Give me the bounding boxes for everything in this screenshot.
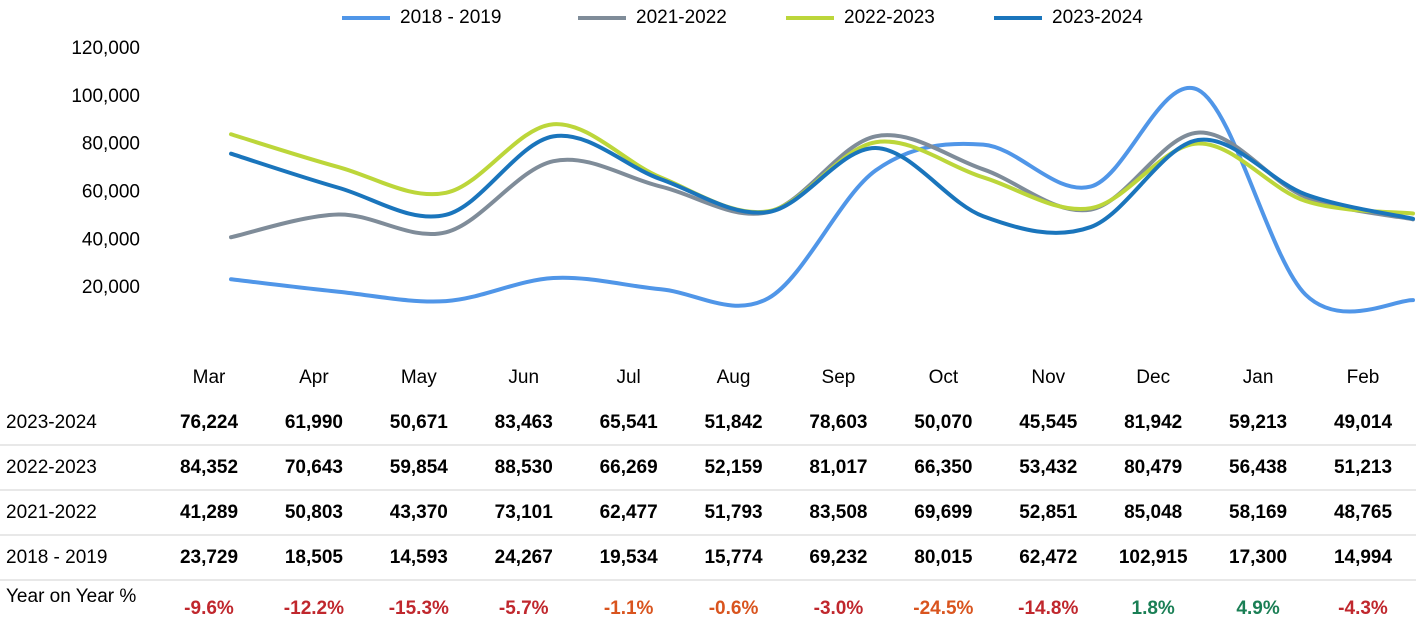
yoy-cell: 1.8% <box>1132 598 1175 619</box>
table-cell: 45,545 <box>1019 412 1078 433</box>
yoy-cell: -1.1% <box>604 598 654 619</box>
table-cell: 83,508 <box>809 502 867 523</box>
column-header: Sep <box>822 367 856 388</box>
table-cell: 51,793 <box>704 502 762 523</box>
table-cell: 65,541 <box>600 412 659 433</box>
table-cell: 70,643 <box>285 457 343 478</box>
table-cell: 61,990 <box>285 412 343 433</box>
yoy-cell: -0.6% <box>709 598 759 619</box>
row-label: 2021-2022 <box>6 502 97 523</box>
table-cell: 62,472 <box>1019 547 1077 568</box>
series-line <box>229 122 1415 216</box>
table-cell: 49,014 <box>1334 412 1393 433</box>
series-line <box>229 85 1415 314</box>
table-cell: 59,854 <box>390 457 449 478</box>
table-cell: 58,169 <box>1229 502 1287 523</box>
table-cell: 18,505 <box>285 547 344 568</box>
table-cell: 66,350 <box>914 457 972 478</box>
row-label: 2023-2024 <box>6 412 97 433</box>
table-cell: 59,213 <box>1229 412 1287 433</box>
table-cell: 52,851 <box>1019 502 1078 523</box>
table-cell: 15,774 <box>704 547 763 568</box>
plot <box>229 85 1415 314</box>
table-cell: 17,300 <box>1229 547 1287 568</box>
yoy-cell: -14.8% <box>1018 598 1078 619</box>
legend-label: 2021-2022 <box>636 7 727 28</box>
y-tick-label: 80,000 <box>82 134 140 155</box>
table-cell: 88,530 <box>495 457 553 478</box>
column-header: Jan <box>1243 367 1274 388</box>
row-label: 2022-2023 <box>6 457 97 478</box>
yoy-cell: 4.9% <box>1236 598 1279 619</box>
series-line <box>229 133 1415 235</box>
row-label-box: Year on Year % <box>6 586 137 607</box>
table-cell: 48,765 <box>1334 502 1393 523</box>
column-header: Mar <box>193 367 226 388</box>
y-tick-label: 60,000 <box>82 182 140 203</box>
table-cell: 51,213 <box>1334 457 1392 478</box>
table-cell: 53,432 <box>1019 457 1077 478</box>
yoy-cell: -5.7% <box>499 598 549 619</box>
table-cell: 62,477 <box>600 502 658 523</box>
legend-label: 2023-2024 <box>1052 7 1143 28</box>
table-cell: 14,593 <box>390 547 448 568</box>
row-label: Year on Year % <box>6 586 137 607</box>
column-header: Apr <box>299 367 329 388</box>
row-label: 2018 - 2019 <box>6 547 107 568</box>
legend-label: 2022-2023 <box>844 7 935 28</box>
y-tick-label: 120,000 <box>71 38 140 59</box>
y-tick-label: 20,000 <box>82 277 140 298</box>
column-header: Jul <box>616 367 640 388</box>
column-header: Nov <box>1031 367 1065 388</box>
table-cell: 50,803 <box>285 502 343 523</box>
table-cell: 52,159 <box>704 457 762 478</box>
table-cell: 51,842 <box>704 412 762 433</box>
column-header: Feb <box>1347 367 1380 388</box>
table-cell: 84,352 <box>180 457 238 478</box>
table-cell: 80,015 <box>914 547 973 568</box>
table-cell: 78,603 <box>809 412 867 433</box>
y-tick-label: 100,000 <box>71 86 140 107</box>
table-cell: 81,017 <box>809 457 867 478</box>
table-cell: 50,070 <box>914 412 972 433</box>
table-cell: 50,671 <box>390 412 449 433</box>
table-cell: 66,269 <box>600 457 658 478</box>
table-cell: 85,048 <box>1124 502 1182 523</box>
column-header: Jun <box>508 367 539 388</box>
table-cell: 41,289 <box>180 502 238 523</box>
legend-label: 2018 - 2019 <box>400 7 501 28</box>
table-cell: 43,370 <box>390 502 448 523</box>
y-tick-label: 40,000 <box>82 229 140 250</box>
table-cell: 69,699 <box>914 502 972 523</box>
table-cell: 23,729 <box>180 547 238 568</box>
column-header: Oct <box>929 367 959 388</box>
yoy-cell: -3.0% <box>814 598 864 619</box>
yoy-cell: -9.6% <box>184 598 234 619</box>
column-header: May <box>401 367 437 388</box>
series-line <box>229 130 1415 240</box>
yoy-cell: -12.2% <box>284 598 344 619</box>
table-cell: 14,994 <box>1334 547 1393 568</box>
table-cell: 56,438 <box>1229 457 1287 478</box>
table-cell: 81,942 <box>1124 412 1182 433</box>
yoy-cell: -4.3% <box>1338 598 1388 619</box>
yoy-cell: -24.5% <box>913 598 973 619</box>
table-cell: 83,463 <box>495 412 553 433</box>
yoy-cell: -15.3% <box>389 598 449 619</box>
table-cell: 19,534 <box>600 547 659 568</box>
column-header: Dec <box>1136 367 1170 388</box>
table-cell: 102,915 <box>1119 547 1188 568</box>
table-cell: 69,232 <box>809 547 867 568</box>
table-cell: 76,224 <box>180 412 239 433</box>
table-cell: 80,479 <box>1124 457 1182 478</box>
column-header: Aug <box>717 367 751 388</box>
table-cell: 24,267 <box>495 547 553 568</box>
table-cell: 73,101 <box>495 502 554 523</box>
